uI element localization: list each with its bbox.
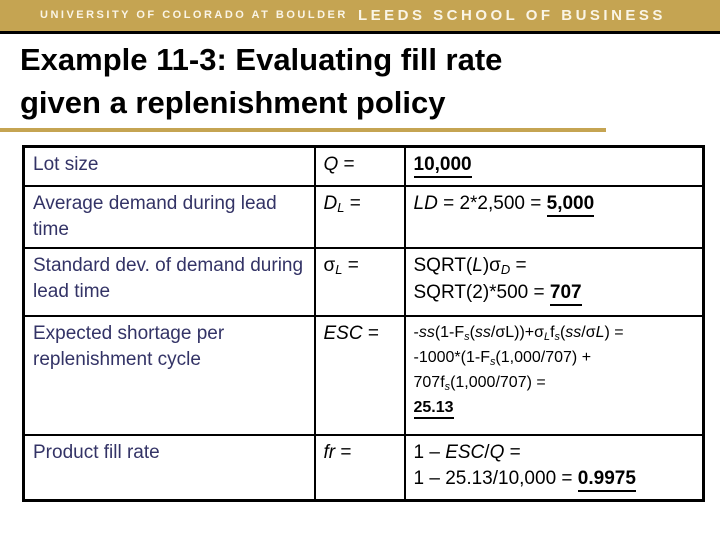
value-line: SQRT(L)σD = [413, 254, 527, 278]
value-line: -1000*(1-Fs(1,000/707) + [413, 348, 592, 368]
row-symbol: fr = [313, 433, 406, 502]
page-title-line2: given a replenishment policy [20, 85, 446, 120]
title-underline [0, 128, 606, 132]
value-line: 707fs(1,000/707) = [413, 373, 546, 393]
row-symbol: DL = [313, 184, 406, 249]
row-label: Lot size [22, 145, 316, 187]
row-symbol: σL = [313, 246, 406, 317]
table-row: Standard dev. of demand during lead time… [22, 246, 705, 317]
university-name: UNIVERSITY OF COLORADO AT BOULDER [40, 9, 348, 21]
table-body: Lot size Q = 10,000 Average demand during l… [22, 145, 705, 502]
value-line: 10,000 [413, 152, 696, 178]
row-symbol: Q = [313, 145, 406, 187]
value-line: LD = 2*2,500 = 5,000 [414, 191, 696, 217]
value-line: 25.13 [413, 396, 696, 419]
value-line: -ss(1-Fs(ss/σL))+σLfs(ss/σL) = [413, 323, 624, 343]
row-label: Standard dev. of demand during lead time [22, 246, 316, 317]
fill-rate-table: Lot size Q = 10,000 Average demand during l… [22, 145, 705, 502]
page-title: Example 11-3: Evaluating fill rate given… [20, 38, 680, 124]
row-value: 1 – ESC/Q = 1 – 25.13/10,000 = 0.9975 [403, 433, 705, 502]
value-line: 1 – ESC/Q = [413, 441, 521, 463]
row-value: 10,000 [403, 145, 705, 187]
row-value: -ss(1-Fs(ss/σL))+σLfs(ss/σL) = -1000*(1-F… [403, 314, 705, 436]
header-bar: UNIVERSITY OF COLORADO AT BOULDER LEEDS … [0, 0, 720, 34]
page-title-line1: Example 11-3: Evaluating fill rate [20, 42, 503, 77]
row-label: Average demand during lead time [22, 184, 316, 249]
row-value: LD = 2*2,500 = 5,000 [403, 184, 705, 249]
table-row: Average demand during lead time DL = LD = … [22, 184, 705, 249]
row-label: Expected shortage per replenishment cycl… [22, 314, 316, 436]
row-symbol: ESC = [313, 314, 406, 436]
school-name: LEEDS SCHOOL OF BUSINESS [358, 7, 666, 24]
table-row: Lot size Q = 10,000 [22, 145, 705, 187]
row-label: Product fill rate [22, 433, 316, 502]
table-row: Expected shortage per replenishment cycl… [22, 314, 705, 436]
value-line: SQRT(2)*500 = 707 [414, 280, 696, 306]
table-row: Product fill rate fr = 1 – ESC/Q = 1 – 25.1… [22, 433, 705, 502]
row-value: SQRT(L)σD = SQRT(2)*500 = 707 [403, 246, 705, 317]
value-line: 1 – 25.13/10,000 = 0.9975 [414, 466, 696, 492]
